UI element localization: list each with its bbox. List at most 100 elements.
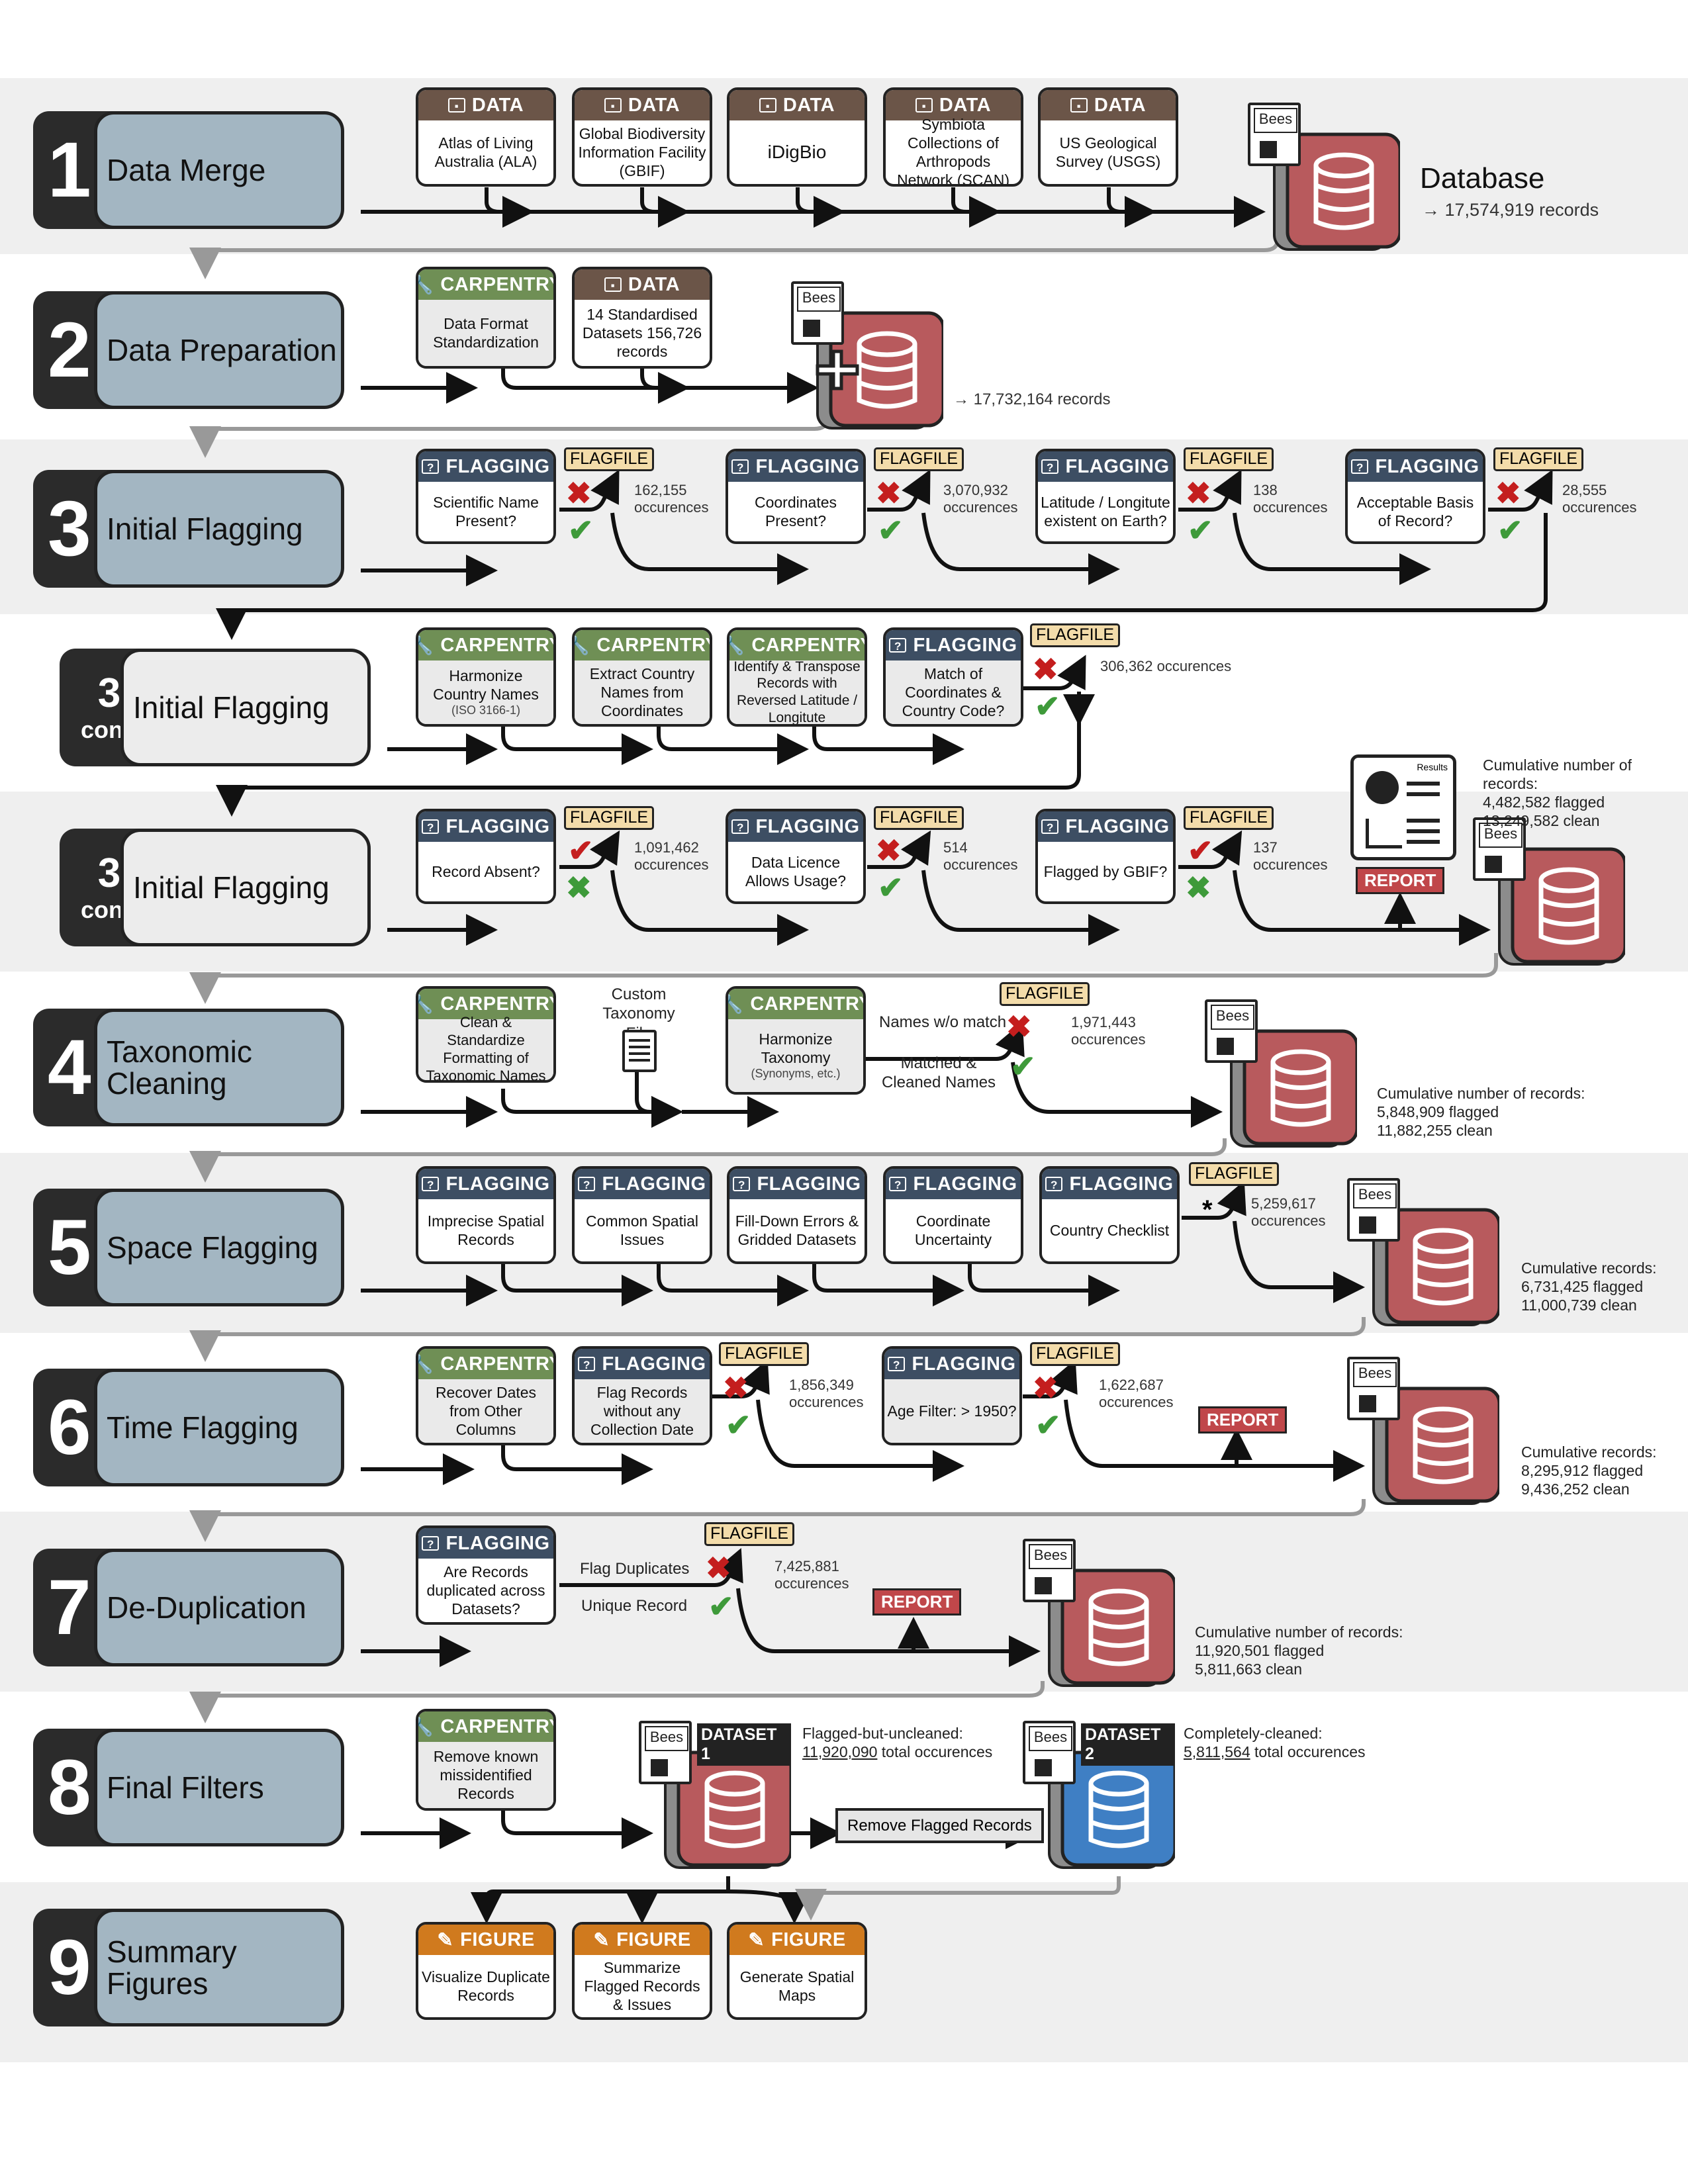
step-9: 9 Summary Figures (33, 1909, 344, 2026)
floppy-icon: Bees (1023, 1539, 1076, 1602)
cumulative-records: Cumulative records: 6,731,425 flagged 11,0… (1521, 1259, 1657, 1314)
check-icon: ✔ (878, 513, 904, 547)
flag-age-filter: ? FLAGGING Age Filter: > 1950? (882, 1346, 1022, 1445)
question-icon: ? (422, 1177, 440, 1191)
check-icon: ✔ (568, 513, 594, 547)
flagfile-tag: FLAGFILE (704, 1522, 795, 1546)
database-title: Database (1420, 162, 1545, 195)
data-source-gbif: ▪ DATA Global Biodiversity Information Fa… (572, 87, 712, 187)
wrench-icon: 🔧 (418, 1353, 434, 1375)
check-icon: ✔ (708, 1589, 734, 1623)
occurrence-count: 7,425,881 occurences (774, 1558, 849, 1592)
cross-icon: ✖ (1186, 870, 1211, 905)
database-icon: Bees (1248, 103, 1400, 255)
flag-coordinates-present: ? FLAGGING Coordinates Present? (726, 449, 866, 544)
step-4: 4 Taxonomic Cleaning (33, 1009, 344, 1126)
occurrence-count: 1,971,443 occurences (1071, 1014, 1146, 1048)
cross-icon: ✖ (1186, 476, 1211, 510)
database-cylinder-icon (664, 1751, 791, 1869)
cross-icon: ✖ (876, 833, 902, 868)
pencil-icon: ✎ (748, 1929, 765, 1951)
check-icon: ✔ (726, 1408, 751, 1442)
occurrence-count: 3,070,932 occurences (943, 482, 1018, 516)
question-icon: ? (422, 819, 440, 834)
wrench-icon: 🔧 (729, 634, 745, 657)
database-cylinder-icon (1498, 847, 1625, 966)
occurrence-count: 162,155 occurences (634, 482, 709, 516)
step-label: Initial Flagging (94, 470, 344, 588)
flag-lat-long-on-earth: ? FLAGGING Latitude / Longitute existent … (1035, 449, 1176, 544)
step-3-cont: 3 cont. Initial Flagging (60, 649, 371, 766)
check-icon: ✔ (1188, 833, 1213, 868)
database-icon: Bees (1473, 817, 1625, 970)
floppy-icon: Bees (1023, 1721, 1076, 1784)
occurrence-count: 138 occurences (1253, 482, 1328, 516)
question-icon: ? (889, 1177, 907, 1191)
flagfile-tag: FLAGFILE (1184, 447, 1274, 471)
occurrence-count: 28,555 occurences (1562, 482, 1637, 516)
database-icon: Bees (1347, 1178, 1499, 1330)
cross-icon: ✖ (723, 1371, 749, 1405)
carpentry-transpose-latlong: 🔧CARPENTRY Identify & Transpose Records … (727, 627, 867, 727)
question-icon: ? (1045, 1177, 1063, 1191)
flag-fill-down-errors: ? FLAGGING Fill-Down Errors & Gridded Dat… (727, 1166, 867, 1264)
floppy-icon: Bees (1473, 817, 1526, 881)
flag-common-spatial-issues: ? FLAGGING Common Spatial Issues (572, 1166, 712, 1264)
occurrence-count: 5,259,617 occurences (1251, 1195, 1326, 1230)
question-icon: ? (731, 819, 749, 834)
pencil-icon: ✎ (437, 1929, 454, 1951)
flag-data-licence: ? FLAGGING Data Licence Allows Usage? (726, 809, 866, 904)
dataset-1-icon: Bees DATASET 1 (639, 1721, 791, 1873)
database-cylinder-icon (816, 311, 943, 430)
data-source-ala: ▪ DATA Atlas of Living Australia (ALA) (416, 87, 556, 187)
flag-flagged-by-gbif: ? FLAGGING Flagged by GBIF? (1035, 809, 1176, 904)
database-icon: Bees (1205, 999, 1357, 1152)
flagfile-tag: FLAGFILE (564, 447, 655, 471)
database-icon: Bees (1023, 1539, 1175, 1691)
cross-icon: ✖ (1495, 476, 1521, 510)
question-icon: ? (731, 459, 749, 474)
matched-names-label: Matched & Cleaned Names (881, 1054, 996, 1092)
dataset-2-label: DATASET 2 (1081, 1723, 1175, 1766)
flag-no-collection-date: ? FLAGGING Flag Records without any Colle… (572, 1346, 712, 1445)
occurrence-count: 1,856,349 occurences (789, 1377, 864, 1411)
step-3: 3 Initial Flagging (33, 470, 344, 588)
names-without-match-label: Names w/o match (879, 1013, 1007, 1031)
database-icon: Bees (1347, 1357, 1499, 1509)
carpentry-remove-misidentified: 🔧CARPENTRY Remove known missidentified R… (416, 1709, 556, 1811)
step-7: 7 De-Duplication (33, 1549, 344, 1666)
flagfile-tag: FLAGFILE (564, 806, 655, 830)
flag-record-absent: ? FLAGGING Record Absent? (416, 809, 556, 904)
flagfile-tag: FLAGFILE (1000, 982, 1090, 1006)
check-icon: ✔ (1035, 1408, 1061, 1442)
step-label: Data Merge (94, 111, 344, 229)
step-5: 5 Space Flagging (33, 1189, 344, 1306)
wrench-icon: 🔧 (418, 634, 434, 657)
floppy-icon: Bees (639, 1721, 692, 1784)
cross-icon: ✖ (1033, 652, 1058, 686)
question-icon: ? (422, 1536, 440, 1551)
floppy-icon: ▪ (915, 98, 933, 113)
floppy-icon: ▪ (759, 98, 776, 113)
step-label: Summary Figures (94, 1909, 344, 2026)
step-6: 6 Time Flagging (33, 1369, 344, 1486)
cross-icon: ✖ (1006, 1009, 1032, 1044)
step-label: Final Filters (94, 1729, 344, 1846)
step-8: 8 Final Filters (33, 1729, 344, 1846)
check-icon: ✔ (568, 833, 594, 868)
database-icon: Bees (791, 281, 943, 433)
remove-flagged-records-box: Remove Flagged Records (835, 1808, 1044, 1844)
carpentry-harmonize-taxonomy: 🔧CARPENTRY Harmonize Taxonomy(Synonyms, … (726, 986, 866, 1095)
step-label: Space Flagging (94, 1189, 344, 1306)
occurrence-count: 1,622,687 occurences (1099, 1377, 1174, 1411)
floppy-icon: ▪ (604, 98, 622, 113)
database-cylinder-icon (1048, 1569, 1175, 1687)
flagfile-tag: FLAGFILE (1184, 806, 1274, 830)
dataset-2-totals: Completely-cleaned: 5,811,564 total occur… (1184, 1725, 1366, 1761)
occurrence-count: 306,362 occurences (1100, 658, 1232, 674)
question-icon: ? (889, 638, 907, 653)
report-label: REPORT (1198, 1406, 1288, 1433)
step-label: Initial Flagging (120, 649, 371, 766)
figure-visualize-duplicates: ✎ FIGURE Visualize Duplicate Records (416, 1922, 556, 2020)
wrench-icon: 🔧 (418, 993, 434, 1015)
